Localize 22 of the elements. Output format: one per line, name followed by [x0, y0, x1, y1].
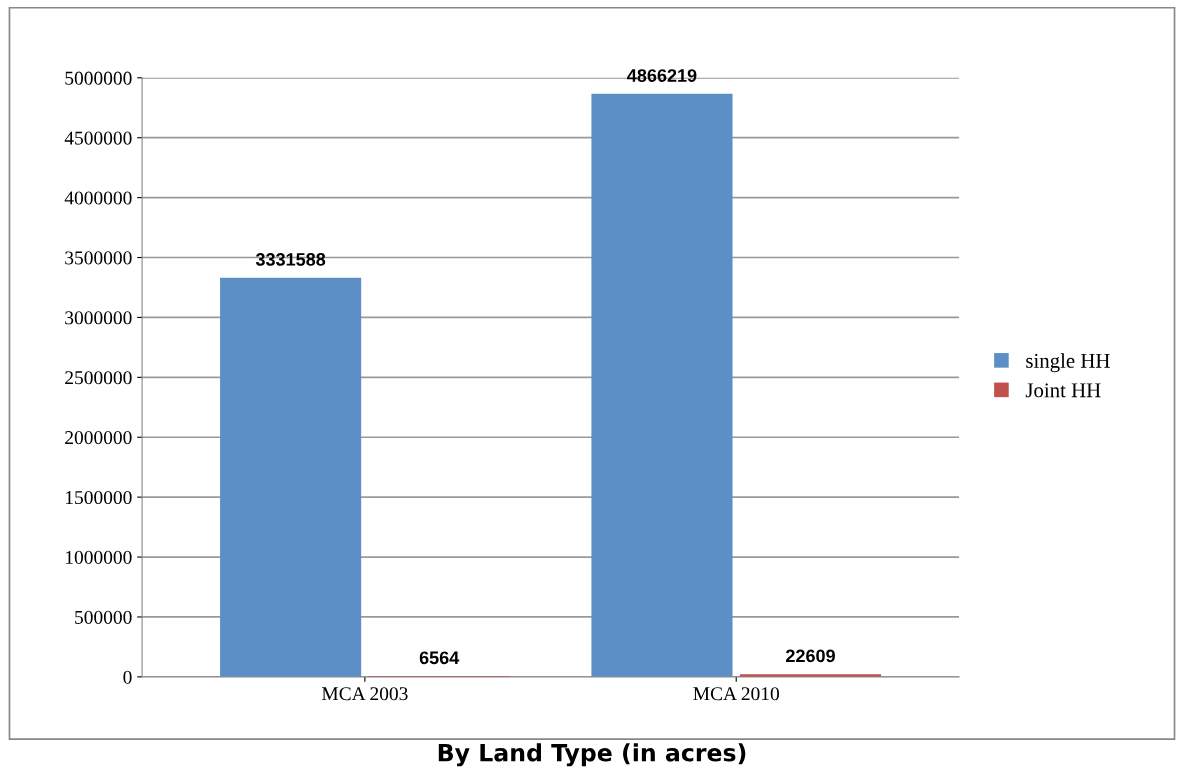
data-label: 6564 [419, 651, 460, 665]
x-tick-label: MCA 2003 [321, 687, 408, 701]
text: By Land Type (in acres) [438, 743, 746, 767]
data-label: 4866219 [627, 69, 697, 82]
y-tick-label: 1000000 [66, 550, 132, 564]
y-tick-label: 2500000 [65, 371, 132, 385]
y-tick-label: 4500000 [64, 131, 132, 145]
legend-label: Joint HH [1025, 383, 1101, 398]
y-tick-label: 3000000 [65, 311, 132, 325]
y-tick-label: 500000 [75, 610, 132, 624]
bar [220, 277, 362, 677]
y-tick-label: 1500000 [66, 490, 132, 505]
x-tick-label: MCA 2010 [693, 687, 779, 701]
y-tick-label: 2000000 [65, 431, 132, 445]
bar [591, 93, 733, 677]
y-tick-label: 0 [123, 670, 132, 684]
y-tick-label: 5000000 [65, 71, 132, 85]
data-label: 22609 [786, 649, 835, 663]
legend-label: single HH [1026, 353, 1110, 373]
y-tick-label: 3500000 [65, 251, 132, 265]
y-tick-label: 4000000 [64, 191, 132, 205]
data-label: 3331588 [255, 253, 326, 266]
